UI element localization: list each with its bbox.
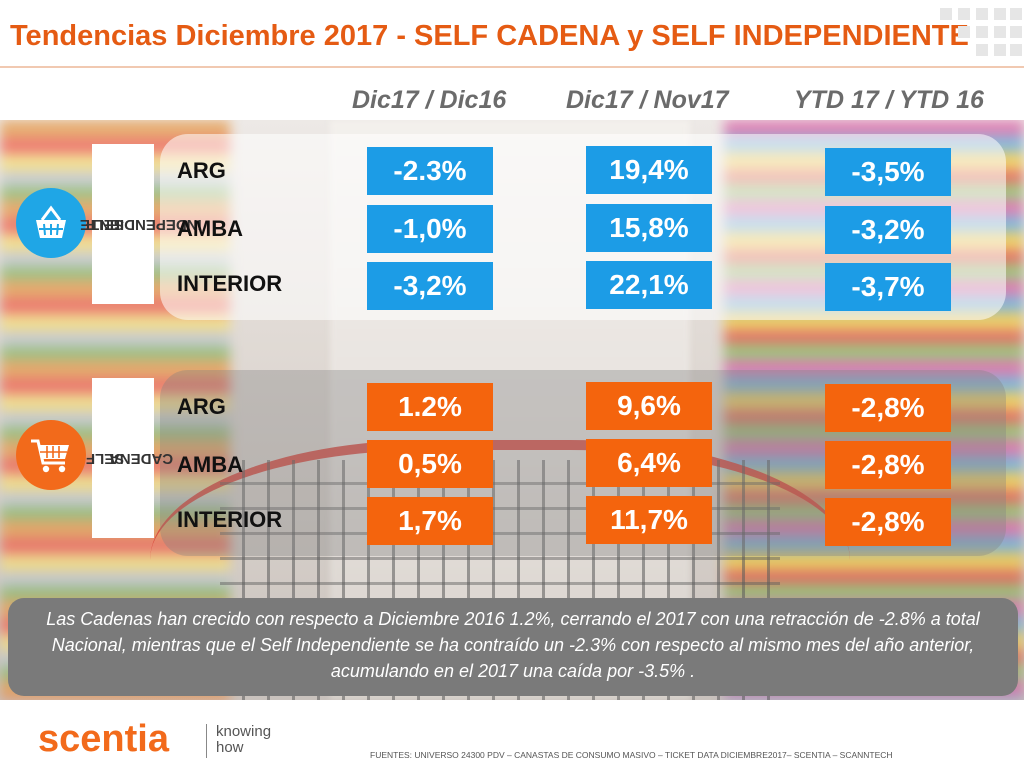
- column-header-dic17-nov17: Dic17 / Nov17: [566, 86, 729, 114]
- page-title: Tendencias Diciembre 2017 - SELF CADENA …: [10, 20, 969, 52]
- summary-note: Las Cadenas han crecido con respecto a D…: [8, 598, 1018, 696]
- logo-divider: [206, 724, 207, 758]
- title-divider: [0, 66, 1024, 68]
- column-header-ytd: YTD 17 / YTD 16: [794, 86, 984, 114]
- row-label-arg: ARG: [177, 394, 226, 419]
- logo-tagline: knowing how: [216, 723, 272, 756]
- value-cell: -3,2%: [825, 206, 951, 254]
- value-cell: 0,5%: [367, 440, 493, 488]
- value-cell: -2.3%: [367, 147, 493, 195]
- value-cell: 22,1%: [586, 261, 712, 309]
- value-cell: -2,8%: [825, 384, 951, 432]
- value-cell: 1,7%: [367, 497, 493, 545]
- value-cell: 15,8%: [586, 204, 712, 252]
- value-cell: 11,7%: [586, 496, 712, 544]
- row-label-interior: INTERIOR: [177, 507, 283, 532]
- column-header-dic17-dic16: Dic17 / Dic16: [352, 86, 507, 114]
- row-label-interior: INTERIOR: [177, 271, 283, 296]
- value-cell: -3,2%: [367, 262, 493, 310]
- scentia-logo: scentia: [38, 718, 169, 760]
- group-label-self-cadena: SELF CADENA: [86, 378, 173, 538]
- group-label-self-independiente: SELF INDEPENDIENTE: [80, 144, 202, 304]
- footer: [0, 700, 1024, 768]
- value-cell: 1.2%: [367, 383, 493, 431]
- value-cell: -2,8%: [825, 441, 951, 489]
- value-cell: -3,7%: [825, 263, 951, 311]
- basket-icon: [16, 188, 86, 258]
- row-label-arg: ARG: [177, 158, 226, 183]
- value-cell: -1,0%: [367, 205, 493, 253]
- shopping-cart-icon: [16, 420, 86, 490]
- row-label-amba: AMBA: [177, 216, 243, 241]
- sources-text: FUENTES: UNIVERSO 24300 PDV – CANASTAS D…: [370, 750, 893, 760]
- row-label-amba: AMBA: [177, 452, 243, 477]
- value-cell: 6,4%: [586, 439, 712, 487]
- value-cell: -2,8%: [825, 498, 951, 546]
- value-cell: 9,6%: [586, 382, 712, 430]
- value-cell: -3,5%: [825, 148, 951, 196]
- value-cell: 19,4%: [586, 146, 712, 194]
